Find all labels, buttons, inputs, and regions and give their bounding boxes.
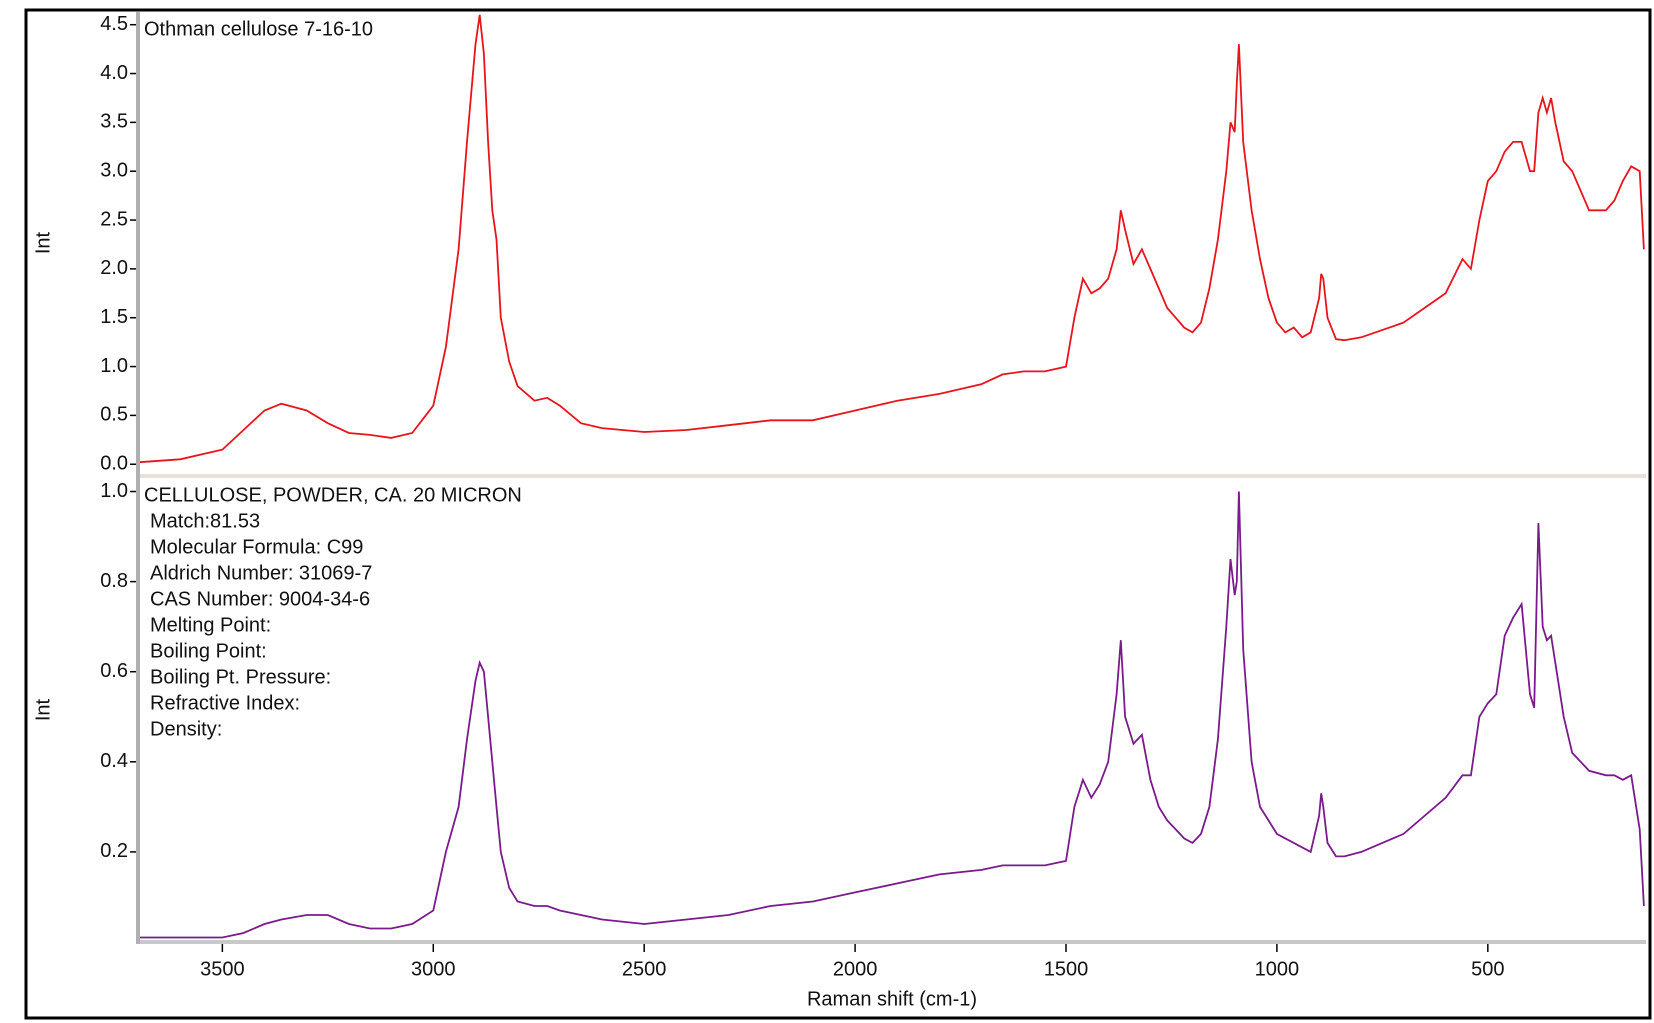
frame (24, 8, 1652, 1020)
spectrum-line (138, 491, 1645, 939)
x-tick-label: 500 (1471, 958, 1504, 980)
annotation: Molecular Formula: C99 (150, 536, 363, 558)
bottom-axis (138, 940, 1646, 944)
y-tick-label: 0.8 (100, 570, 128, 592)
annotation: CAS Number: 9004-34-6 (150, 588, 370, 610)
y-tick-label: 3.0 (100, 159, 128, 181)
y-tick-label: 4.0 (100, 62, 128, 84)
x-tick-label: 3500 (200, 958, 245, 980)
y-axis-label: Int (32, 698, 54, 721)
x-tick-label: 3000 (411, 958, 456, 980)
y-tick-label: 0.5 (100, 404, 128, 426)
y-tick-label: 1.5 (100, 306, 128, 328)
annotation: Melting Point: (150, 614, 271, 636)
y-tick-label: 2.5 (100, 208, 128, 230)
y-tick-label: 1.0 (100, 480, 128, 502)
panel-title: Othman cellulose 7-16-10 (144, 18, 373, 40)
y-tick-label: 3.5 (100, 111, 128, 133)
annotation: Boiling Point: (150, 640, 267, 662)
x-tick-label: 2500 (622, 958, 667, 980)
x-tick-label: 1000 (1255, 958, 1300, 980)
annotation: Match:81.53 (150, 510, 260, 532)
x-tick-label: 2000 (833, 958, 878, 980)
x-axis-label: Raman shift (cm-1) (807, 988, 977, 1010)
panel-divider (138, 474, 1646, 478)
x-tick-label: 1500 (1044, 958, 1089, 980)
panel-title: CELLULOSE, POWDER, CA. 20 MICRON (144, 484, 522, 506)
y-tick-label: 0.2 (100, 840, 128, 862)
y-tick-label: 2.0 (100, 257, 128, 279)
y-axis-label: Int (32, 231, 54, 254)
annotation: Density: (150, 718, 222, 740)
annotation: Boiling Pt. Pressure: (150, 666, 331, 688)
y-tick-label: 4.5 (100, 13, 128, 35)
y-tick-label: 0.4 (100, 750, 128, 772)
annotation: Refractive Index: (150, 692, 300, 714)
y-tick-label: 0.0 (100, 453, 128, 475)
left-axis (136, 12, 140, 944)
spectrum-line (137, 14, 1645, 464)
annotation: Aldrich Number: 31069-7 (150, 562, 372, 584)
y-tick-label: 0.6 (100, 660, 128, 682)
y-tick-label: 1.0 (100, 355, 128, 377)
